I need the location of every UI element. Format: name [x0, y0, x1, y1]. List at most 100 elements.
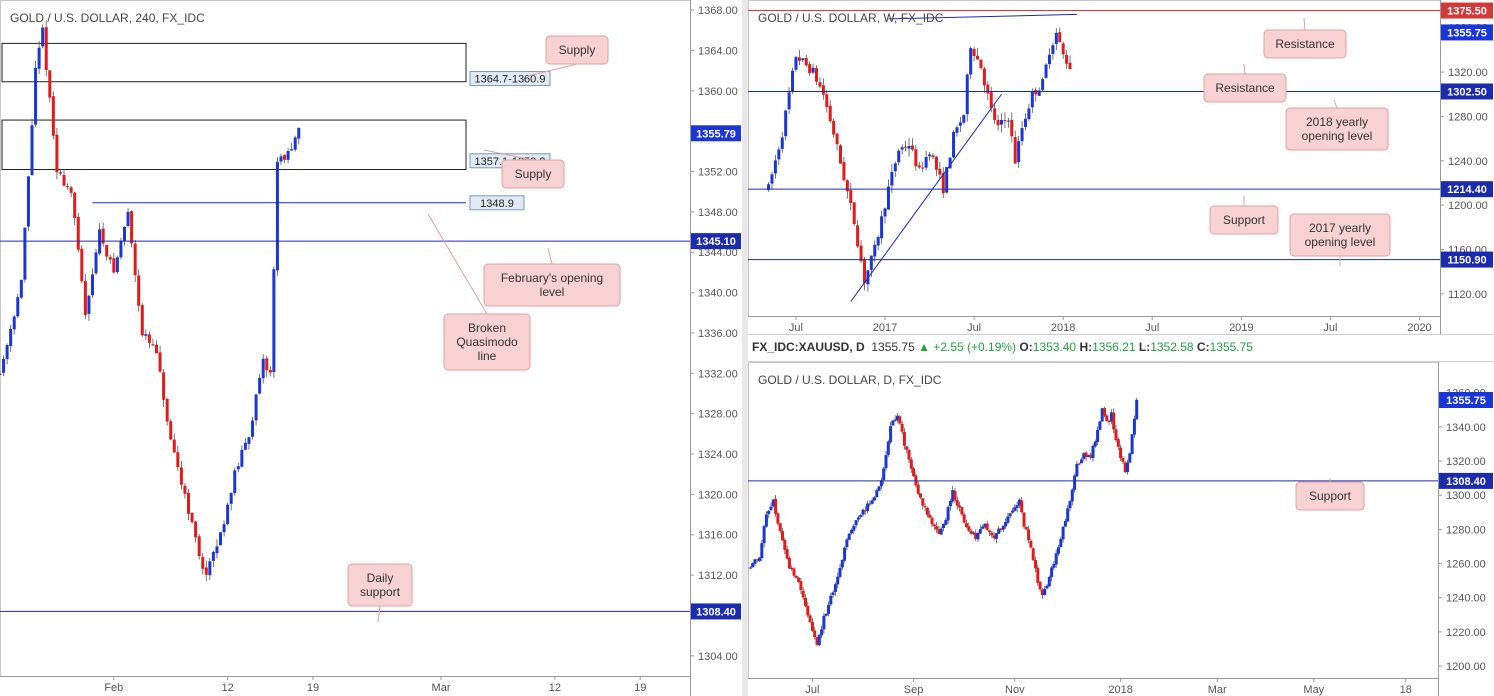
candle-down: [204, 567, 208, 575]
h4-chart[interactable]: 1368.001364.001360.001356.001352.001348.…: [0, 0, 742, 696]
candle-up: [1057, 547, 1060, 554]
candle-up: [850, 529, 853, 534]
candle-down: [1121, 457, 1125, 462]
chart-title: GOLD / U.S. DOLLAR, W, FX_IDC: [758, 11, 944, 25]
candle-down: [1027, 529, 1031, 541]
candle-up: [1059, 538, 1063, 548]
candle-down: [1089, 454, 1093, 458]
candle-up: [1126, 462, 1129, 473]
candle-up: [261, 358, 265, 379]
candle-up: [1013, 507, 1017, 511]
candle-up: [1068, 501, 1072, 509]
candle-down: [1103, 408, 1106, 416]
daily-chart[interactable]: 1360.001340.001320.001300.001280.001260.…: [748, 362, 1494, 696]
candle-down: [48, 70, 52, 98]
price-axis-tag: [1439, 472, 1493, 489]
weekly-chart-panel[interactable]: 1360.001320.001280.001240.001200.001160.…: [748, 0, 1494, 334]
candle-down: [1022, 512, 1026, 527]
time-tick-label: Mar: [432, 682, 451, 694]
candle-up: [41, 27, 45, 47]
note-callout: [1203, 73, 1287, 103]
candle-down: [919, 493, 922, 498]
last-price-tag: [1441, 24, 1493, 41]
h4-chart-panel[interactable]: 1368.001364.001360.001356.001352.001348.…: [0, 0, 742, 696]
candle-up: [879, 480, 883, 487]
candle-down: [804, 597, 807, 607]
candle-down: [828, 105, 832, 122]
price-axis-tag-label: 1214.40: [1447, 184, 1487, 196]
time-tick-label: Nov: [1005, 684, 1025, 696]
price-tick-label: 1328.00: [698, 409, 738, 421]
candle-down: [990, 532, 994, 536]
candle-down: [965, 523, 968, 528]
note-text: Supply: [559, 43, 596, 57]
candle-up: [1045, 585, 1049, 589]
candle-up: [751, 563, 755, 568]
time-tick-label: May: [1303, 684, 1324, 696]
quote-symbol: FX_IDC:XAUUSD, D: [752, 340, 865, 354]
price-tick-label: 1120.00: [1448, 289, 1487, 301]
price-tick-label: 1280.00: [1446, 524, 1486, 536]
time-tick-label: Jul: [1145, 322, 1159, 334]
time-tick-label: 2018: [1051, 322, 1075, 334]
candle-up: [777, 149, 781, 160]
candle-down: [792, 568, 796, 576]
level-tag-label: 1348.9: [480, 198, 514, 210]
candle-up: [226, 504, 230, 525]
candle-up: [983, 523, 987, 528]
candle-up: [876, 236, 880, 246]
candle-down: [815, 68, 819, 82]
price-tick-label: 1344.00: [698, 247, 738, 259]
candle-up: [1008, 513, 1012, 517]
price-axis-tag-label: 1308.40: [696, 606, 736, 618]
candle-up: [758, 557, 761, 561]
candle-up: [939, 528, 943, 535]
price-axis-tag: [1441, 2, 1493, 19]
pane-separator-vertical[interactable]: [742, 0, 748, 696]
time-tick-label: 2018: [1108, 684, 1132, 696]
candle-down: [953, 490, 957, 501]
candle-down: [813, 630, 817, 638]
candle-up: [9, 328, 13, 347]
note-text: Resistance: [1275, 37, 1335, 51]
candle-down: [781, 531, 784, 541]
candle-up: [1006, 120, 1010, 122]
candle-up: [884, 455, 888, 469]
chart-title: GOLD / U.S. DOLLAR, D, FX_IDC: [758, 373, 942, 387]
candle-down: [162, 372, 166, 400]
candle-down: [172, 439, 176, 453]
candle-up: [12, 316, 16, 330]
candle-up: [1037, 90, 1041, 96]
candle-up: [907, 146, 911, 149]
candle-down: [1034, 89, 1038, 95]
candle-down: [992, 535, 996, 539]
note-text: Support: [1223, 213, 1266, 227]
candle-up: [945, 167, 949, 193]
candle-down: [1068, 62, 1072, 70]
candle-down: [1036, 567, 1040, 583]
price-tick-label: 1360.00: [698, 86, 738, 98]
quote-high: 1356.21: [1092, 340, 1136, 354]
candle-up: [962, 115, 966, 123]
candle-down: [1065, 55, 1069, 64]
price-tick-label: 1200.00: [1446, 661, 1486, 673]
candle-up: [275, 161, 279, 271]
time-tick-label: Feb: [104, 682, 123, 694]
supply-zone: [1, 119, 467, 171]
candle-down: [179, 467, 183, 485]
note-callout: [347, 563, 413, 607]
weekly-chart[interactable]: 1360.001320.001280.001240.001200.001160.…: [748, 0, 1494, 334]
candle-up: [5, 345, 9, 360]
candle-down: [856, 225, 860, 247]
candle-up: [1109, 412, 1113, 422]
candle-down: [787, 557, 791, 569]
candle-down: [1024, 526, 1028, 530]
candle-up: [90, 274, 94, 296]
quote-bar-text: FX_IDC:XAUUSD, D 1355.75 ▲ +2.55 (+0.19%…: [752, 340, 1253, 354]
quote-low-label: L:: [1138, 340, 1151, 354]
candle-down: [845, 180, 849, 192]
time-tick-label: 12: [222, 682, 234, 694]
candle-up: [760, 543, 764, 559]
candle-up: [1006, 516, 1010, 523]
daily-chart-panel[interactable]: 1360.001340.001320.001300.001280.001260.…: [748, 362, 1494, 696]
